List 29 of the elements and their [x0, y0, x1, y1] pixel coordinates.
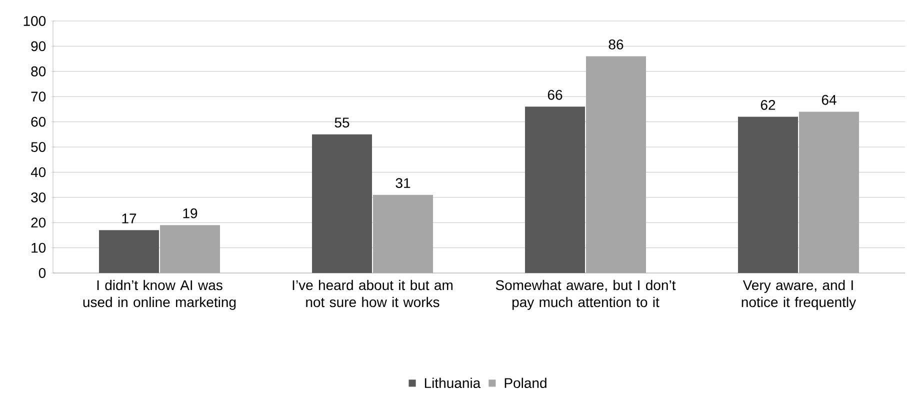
bar — [99, 230, 159, 273]
y-tick-label: 80 — [31, 66, 46, 76]
data-label: 31 — [396, 178, 410, 188]
y-tick-label: 10 — [32, 242, 46, 253]
y-tick-label: 90 — [31, 41, 46, 52]
y-tick-label: 50 — [31, 142, 46, 152]
y-tick-label: 100 — [24, 16, 46, 26]
data-label: 17 — [122, 214, 136, 224]
x-tick-label: Very aware, and I notice it frequently — [742, 280, 856, 310]
x-tick-label: I’ve heard about it but am not sure how it works — [292, 280, 452, 308]
x-tick-label: Somewhat aware, but I don’t pay much attention to it — [496, 280, 676, 310]
data-label: 55 — [334, 118, 350, 128]
data-label: 62 — [760, 100, 776, 110]
bar — [738, 116, 798, 273]
y-tick-label: 20 — [31, 218, 46, 228]
legend-label: Lithuania — [424, 378, 481, 388]
data-label: 19 — [183, 208, 198, 218]
y-tick-label: 60 — [31, 116, 46, 127]
y-tick-label: 70 — [31, 92, 46, 102]
data-label: 86 — [608, 39, 624, 50]
x-tick-label: I didn’t know AI was used in online marketing — [83, 280, 236, 310]
data-label: 64 — [822, 94, 836, 105]
bar — [312, 134, 372, 273]
y-tick-label: 0 — [38, 268, 46, 278]
legend-label: Poland — [504, 378, 546, 388]
data-label: 66 — [548, 90, 562, 100]
y-tick-label: 30 — [31, 192, 46, 202]
y-tick-label: 40 — [30, 167, 46, 178]
bar — [525, 106, 586, 273]
